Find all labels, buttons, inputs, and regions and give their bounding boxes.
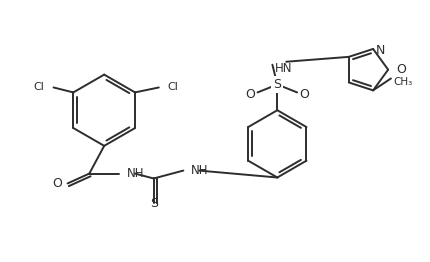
Text: S: S — [150, 197, 158, 210]
Text: S: S — [273, 78, 281, 91]
Text: NH: NH — [191, 164, 209, 177]
Text: S: S — [273, 78, 281, 91]
Text: O: O — [246, 88, 255, 101]
Text: HN: HN — [275, 62, 293, 75]
Text: CH₃: CH₃ — [393, 78, 412, 88]
Text: N: N — [376, 44, 385, 57]
Text: O: O — [396, 63, 406, 76]
Text: Cl: Cl — [34, 83, 45, 92]
Text: O: O — [299, 88, 309, 101]
Text: O: O — [52, 177, 61, 190]
Text: Cl: Cl — [168, 83, 178, 92]
Text: NH: NH — [127, 167, 144, 180]
